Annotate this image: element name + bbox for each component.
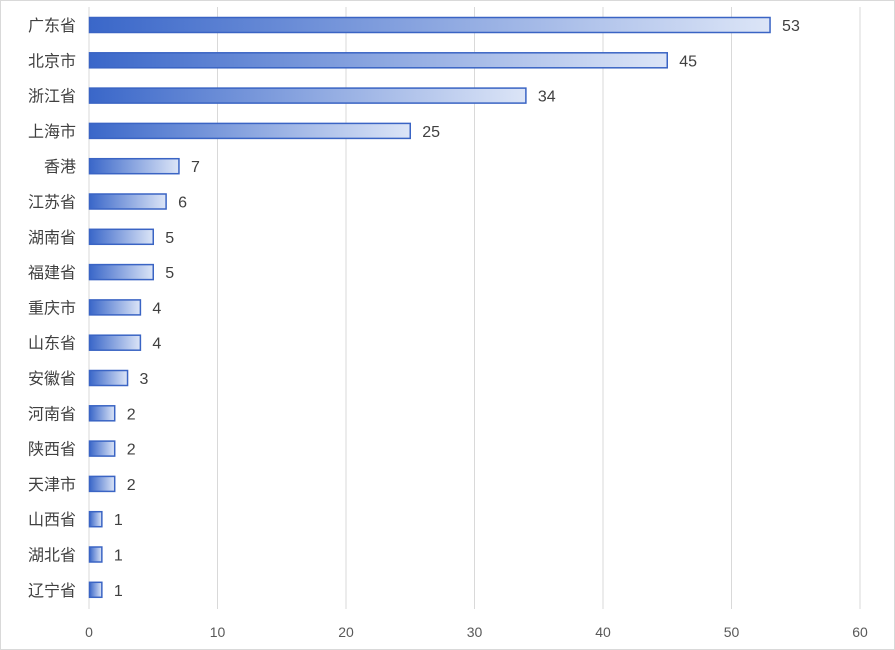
bar (88, 52, 668, 69)
value-label: 1 (114, 548, 123, 565)
bar (88, 440, 116, 457)
bar (88, 405, 116, 422)
value-labels: 53 45 34 25 7 6 5 5 4 4 3 2 2 2 1 1 1 (114, 18, 800, 600)
value-label: 5 (165, 230, 174, 247)
category-label: 天津市 (28, 475, 76, 494)
x-tick-label: 0 (85, 624, 93, 640)
bar (88, 122, 411, 140)
value-label: 53 (782, 18, 800, 35)
x-tick-label: 60 (852, 624, 868, 640)
value-label: 1 (114, 512, 123, 529)
category-label: 重庆市 (28, 298, 76, 317)
bar (88, 228, 154, 246)
bar (88, 510, 103, 528)
bars (88, 16, 771, 599)
value-label: 2 (127, 406, 136, 423)
value-label: 4 (152, 300, 161, 317)
bar (88, 16, 771, 34)
value-label: 45 (679, 53, 697, 70)
bar (88, 475, 116, 493)
category-label: 陕西省 (28, 440, 76, 459)
bar (88, 546, 103, 563)
category-label: 北京市 (28, 51, 76, 70)
value-label: 6 (178, 195, 187, 212)
value-label: 34 (538, 89, 556, 106)
x-tick-label: 40 (595, 624, 611, 640)
x-tick-label: 20 (338, 624, 354, 640)
bar (88, 299, 142, 316)
value-label: 4 (152, 336, 161, 353)
bar (88, 334, 142, 351)
value-label: 3 (140, 371, 149, 388)
value-label: 7 (191, 159, 200, 176)
category-label: 山东省 (28, 334, 76, 353)
category-label: 河南省 (28, 404, 76, 423)
category-label: 浙江省 (28, 87, 76, 106)
value-label: 1 (114, 583, 123, 600)
category-label: 香港 (44, 157, 76, 176)
x-tick-label: 50 (724, 624, 740, 640)
value-label: 2 (127, 477, 136, 494)
category-label: 山西省 (28, 510, 76, 529)
category-label: 安徽省 (28, 369, 76, 388)
category-labels: 广东省北京市浙江省上海市香港江苏省湖南省福建省重庆市山东省安徽省河南省陕西省天津… (28, 16, 76, 600)
category-label: 广东省 (28, 16, 76, 35)
x-axis-tick-labels: 0 10 20 30 40 50 60 (85, 624, 868, 640)
value-label: 2 (127, 442, 136, 459)
bar (88, 581, 103, 599)
bar (88, 193, 167, 210)
bar (88, 369, 129, 387)
bar (88, 263, 154, 281)
value-label: 5 (165, 265, 174, 282)
gridlines (88, 7, 861, 609)
x-tick-label: 10 (210, 624, 226, 640)
bar (88, 157, 180, 175)
category-label: 上海市 (28, 122, 76, 141)
category-label: 辽宁省 (28, 581, 76, 600)
value-label: 25 (422, 124, 440, 141)
bar (88, 87, 527, 104)
x-tick-label: 30 (467, 624, 483, 640)
category-label: 福建省 (28, 263, 76, 282)
category-label: 湖南省 (28, 228, 76, 247)
category-label: 湖北省 (28, 546, 76, 565)
category-label: 江苏省 (28, 193, 76, 212)
